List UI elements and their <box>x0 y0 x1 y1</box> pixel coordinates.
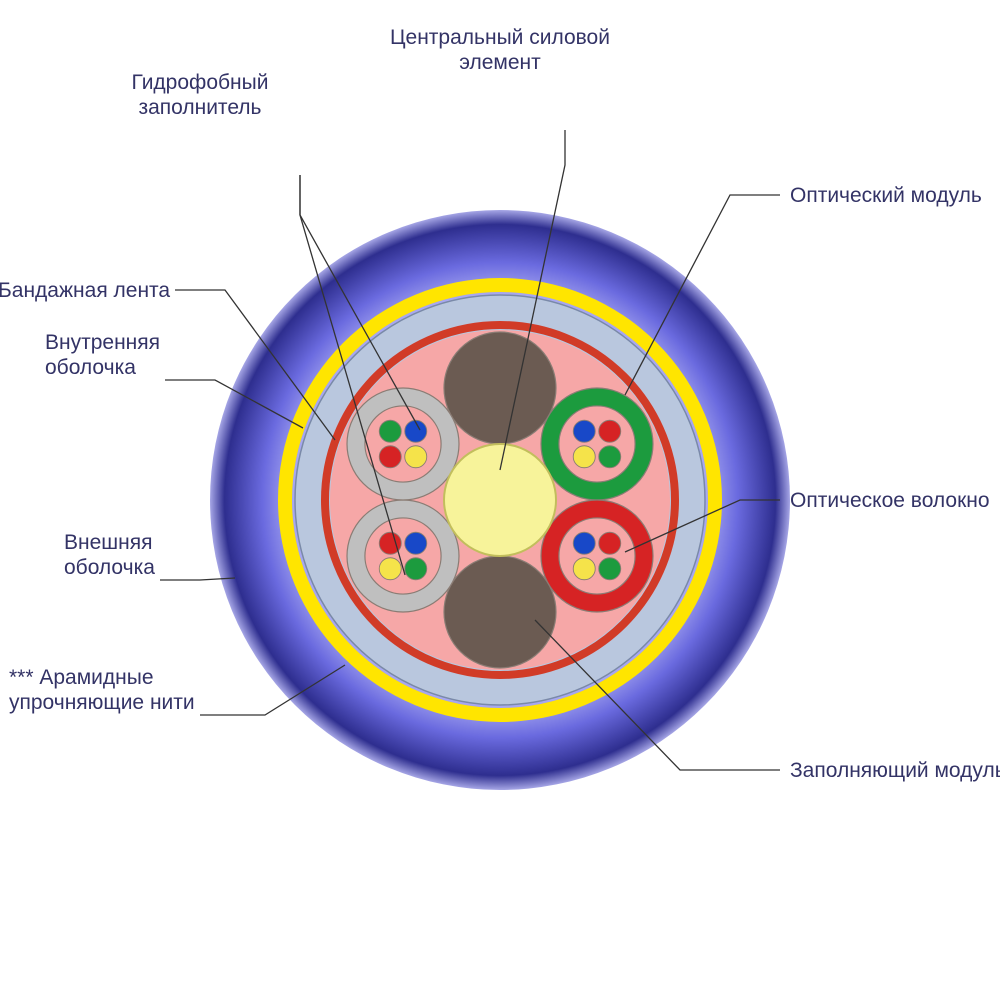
optical-fiber <box>379 558 401 580</box>
optical-fiber <box>599 558 621 580</box>
label-opt_module: Оптический модуль <box>790 183 982 208</box>
optical-fiber <box>379 446 401 468</box>
optical-fiber <box>573 532 595 554</box>
optical-fiber <box>405 532 427 554</box>
label-aramid: *** Арамидные упрочняющие нити <box>9 665 195 715</box>
optical-fiber <box>573 446 595 468</box>
optical-fiber <box>405 558 427 580</box>
filler-module <box>444 556 556 668</box>
optical-fiber <box>599 420 621 442</box>
optical-fiber <box>379 420 401 442</box>
central-strength-element <box>444 444 556 556</box>
optical-fiber <box>573 558 595 580</box>
label-inner_sheath: Внутренняя оболочка <box>45 330 160 380</box>
label-opt_fiber: Оптическое волокно <box>790 488 990 513</box>
label-tape: Бандажная лента <box>0 278 170 303</box>
label-filler_module: Заполняющий модуль <box>790 758 1000 783</box>
optical-fiber <box>599 446 621 468</box>
optical-fiber <box>599 532 621 554</box>
label-central: Центральный силовой элемент <box>390 25 610 75</box>
filler-module <box>444 332 556 444</box>
optical-module-inner <box>365 406 441 482</box>
optical-module-inner <box>365 518 441 594</box>
optical-fiber <box>573 420 595 442</box>
optical-fiber <box>405 446 427 468</box>
optical-module-inner <box>559 406 635 482</box>
optical-module-inner <box>559 518 635 594</box>
label-hydro: Гидрофобный заполнитель <box>132 70 269 120</box>
label-outer_sheath: Внешняя оболочка <box>64 530 155 580</box>
